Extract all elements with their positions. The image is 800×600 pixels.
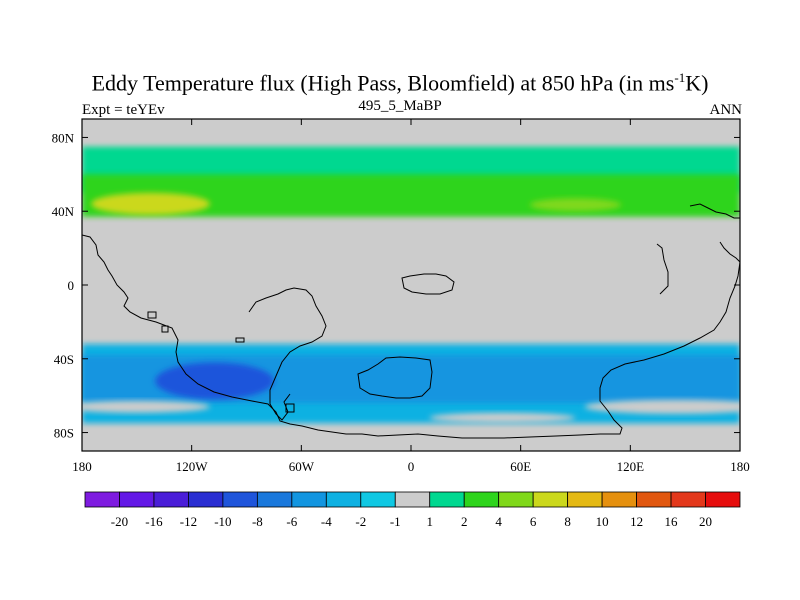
colorbar-swatch-18 bbox=[705, 491, 741, 508]
colorbar-swatch-7 bbox=[325, 491, 362, 508]
axes: 180 120W 60W 0 60E 120E 180 80N 40N 0 40S 80S bbox=[52, 119, 750, 474]
coastline-south-america bbox=[248, 287, 327, 421]
colorbar-swatch-17 bbox=[670, 491, 706, 508]
colorbar-label: 16 bbox=[665, 514, 679, 529]
colorbar-label: 20 bbox=[699, 514, 712, 529]
x-tick-label: 180 bbox=[730, 459, 750, 474]
colorbar-label: -4 bbox=[321, 514, 332, 529]
colorbar-label: 4 bbox=[495, 514, 502, 529]
colorbar-label: -1 bbox=[390, 514, 401, 529]
x-tick-label: 0 bbox=[408, 459, 415, 474]
colorbar-swatch-13 bbox=[532, 491, 569, 508]
field-gap-1 bbox=[584, 399, 740, 414]
colorbar-label: 12 bbox=[630, 514, 643, 529]
coastline-africa bbox=[401, 273, 455, 295]
colorbar-label: 8 bbox=[564, 514, 571, 529]
run-label: 495_5_MaBP bbox=[358, 98, 442, 114]
x-tick-label: 120E bbox=[617, 459, 645, 474]
colorbar-label: 1 bbox=[426, 514, 433, 529]
experiment-label: Expt = teYEv bbox=[82, 102, 165, 118]
colorbar-label: -8 bbox=[252, 514, 263, 529]
coastlines bbox=[82, 203, 740, 439]
field-region-6 bbox=[155, 362, 274, 400]
coastline-antarctic-block bbox=[357, 356, 433, 399]
x-tick-label: 60E bbox=[510, 459, 531, 474]
colorbar-swatch-1 bbox=[119, 491, 155, 508]
colorbar-swatch-3 bbox=[188, 491, 224, 508]
x-tick-label: 60W bbox=[289, 459, 315, 474]
field-region-2 bbox=[91, 192, 210, 215]
field-gap-0 bbox=[82, 400, 210, 413]
chart-title: Eddy Temperature flux (High Pass, Bloomf… bbox=[0, 70, 800, 96]
map-plot-area bbox=[82, 119, 740, 451]
colorbar-swatch-2 bbox=[153, 491, 189, 508]
y-tick-label: 40N bbox=[52, 204, 75, 219]
y-tick-label: 80N bbox=[52, 130, 75, 145]
colorbar-label: -2 bbox=[355, 514, 366, 529]
colorbar-label: -12 bbox=[180, 514, 197, 529]
coastline-islands bbox=[147, 311, 295, 413]
colorbar-swatch-14 bbox=[567, 491, 603, 508]
y-tick-label: 80S bbox=[54, 426, 74, 441]
colorbar-swatch-9 bbox=[394, 491, 431, 508]
y-tick-label: 0 bbox=[68, 278, 75, 293]
title-tail: K) bbox=[685, 70, 709, 96]
colorbar-label: 6 bbox=[530, 514, 537, 529]
colorbar-swatch-16 bbox=[636, 491, 672, 508]
colorbar-label: -10 bbox=[214, 514, 231, 529]
field-region-3 bbox=[529, 198, 622, 212]
colorbar-swatch-4 bbox=[222, 491, 258, 508]
colorbar-swatch-6 bbox=[291, 491, 327, 508]
colorbar-swatch-0 bbox=[84, 491, 120, 508]
colorbar-label: 2 bbox=[461, 514, 468, 529]
field-gap-2 bbox=[429, 412, 576, 423]
colorbar-swatch-10 bbox=[429, 491, 465, 508]
colorbar-label: -6 bbox=[286, 514, 297, 529]
colorbar-label: -20 bbox=[111, 514, 128, 529]
season-label: ANN bbox=[709, 102, 743, 118]
colorbar-swatch-15 bbox=[601, 491, 637, 508]
colorbar-swatch-5 bbox=[256, 491, 293, 508]
colorbar: -20 -16 -12 -10 -8 -6 -4 -2 -1 1 2 4 6 8 10 12 16 20 bbox=[84, 491, 741, 529]
coastline-americas bbox=[82, 234, 740, 439]
title-main: Eddy Temperature flux (High Pass, Bloomf… bbox=[91, 70, 675, 96]
y-tick-label: 40S bbox=[54, 352, 74, 367]
x-tick-label: 180 bbox=[72, 459, 92, 474]
coastline-east-asia bbox=[656, 203, 740, 295]
x-tick-label: 120W bbox=[176, 459, 209, 474]
colorbar-label: -16 bbox=[145, 514, 163, 529]
flux-field bbox=[82, 146, 740, 424]
colorbar-swatch-11 bbox=[463, 491, 500, 508]
title-superscript: -1 bbox=[674, 70, 686, 85]
colorbar-swatch-12 bbox=[498, 491, 534, 508]
colorbar-label: 10 bbox=[596, 514, 609, 529]
colorbar-swatch-8 bbox=[360, 491, 396, 508]
